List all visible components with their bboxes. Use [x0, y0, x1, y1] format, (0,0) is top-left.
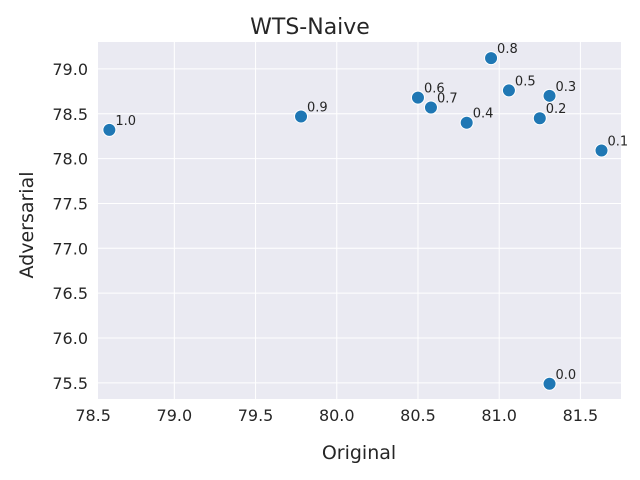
y-tick-label: 79.0 [52, 60, 88, 79]
point-label: 0.5 [515, 74, 536, 89]
point-label: 0.1 [608, 135, 629, 150]
data-point [294, 109, 309, 124]
y-tick-label: 77.5 [52, 194, 88, 213]
data-point [542, 376, 557, 391]
data-point [459, 115, 474, 130]
x-tick-label: 81.5 [563, 406, 599, 425]
y-tick-label: 76.0 [52, 329, 88, 348]
y-tick-label: 78.0 [52, 150, 88, 169]
data-point [410, 90, 425, 105]
chart-title: WTS-Naive [250, 15, 370, 40]
x-axis-ticks: 78.5 79.0 79.5 80.0 80.5 81.0 81.5 [75, 406, 598, 425]
data-point [102, 122, 117, 137]
x-axis-title: Original [322, 442, 396, 464]
point-label: 0.8 [497, 42, 518, 57]
point-label: 0.0 [556, 368, 577, 383]
point-label: 0.6 [424, 82, 445, 97]
x-tick-label: 78.5 [75, 406, 111, 425]
data-point [501, 83, 516, 98]
data-points [102, 51, 609, 391]
data-point [484, 51, 499, 66]
grid [92, 42, 621, 399]
y-tick-label: 76.5 [52, 284, 88, 303]
point-label: 0.4 [473, 107, 494, 122]
point-label: 1.0 [115, 114, 136, 129]
point-labels: 0.0 0.1 0.2 0.3 0.4 0.5 0.60.7 0.8 0.9 1.0 [115, 42, 628, 383]
y-tick-label: 77.0 [52, 239, 88, 258]
x-tick-label: 79.0 [157, 406, 193, 425]
x-tick-label: 80.0 [319, 406, 355, 425]
data-point [423, 100, 438, 115]
y-axis-title: Adversarial [16, 171, 38, 278]
x-tick-label: 79.5 [238, 406, 274, 425]
point-label: 0.7 [437, 91, 458, 106]
x-tick-label: 80.5 [400, 406, 436, 425]
y-axis-ticks: 75.5 76.0 76.5 77.0 77.5 78.0 78.5 79.0 [52, 60, 88, 393]
plot-background [98, 42, 621, 399]
data-point [594, 143, 609, 158]
point-label: 0.3 [556, 80, 577, 95]
point-label: 0.2 [546, 102, 567, 117]
x-tick-label: 81.0 [481, 406, 517, 425]
data-point [532, 111, 547, 126]
data-point [542, 88, 557, 103]
y-tick-label: 75.5 [52, 374, 88, 393]
point-label: 0.9 [307, 100, 328, 115]
y-tick-label: 78.5 [52, 105, 88, 124]
